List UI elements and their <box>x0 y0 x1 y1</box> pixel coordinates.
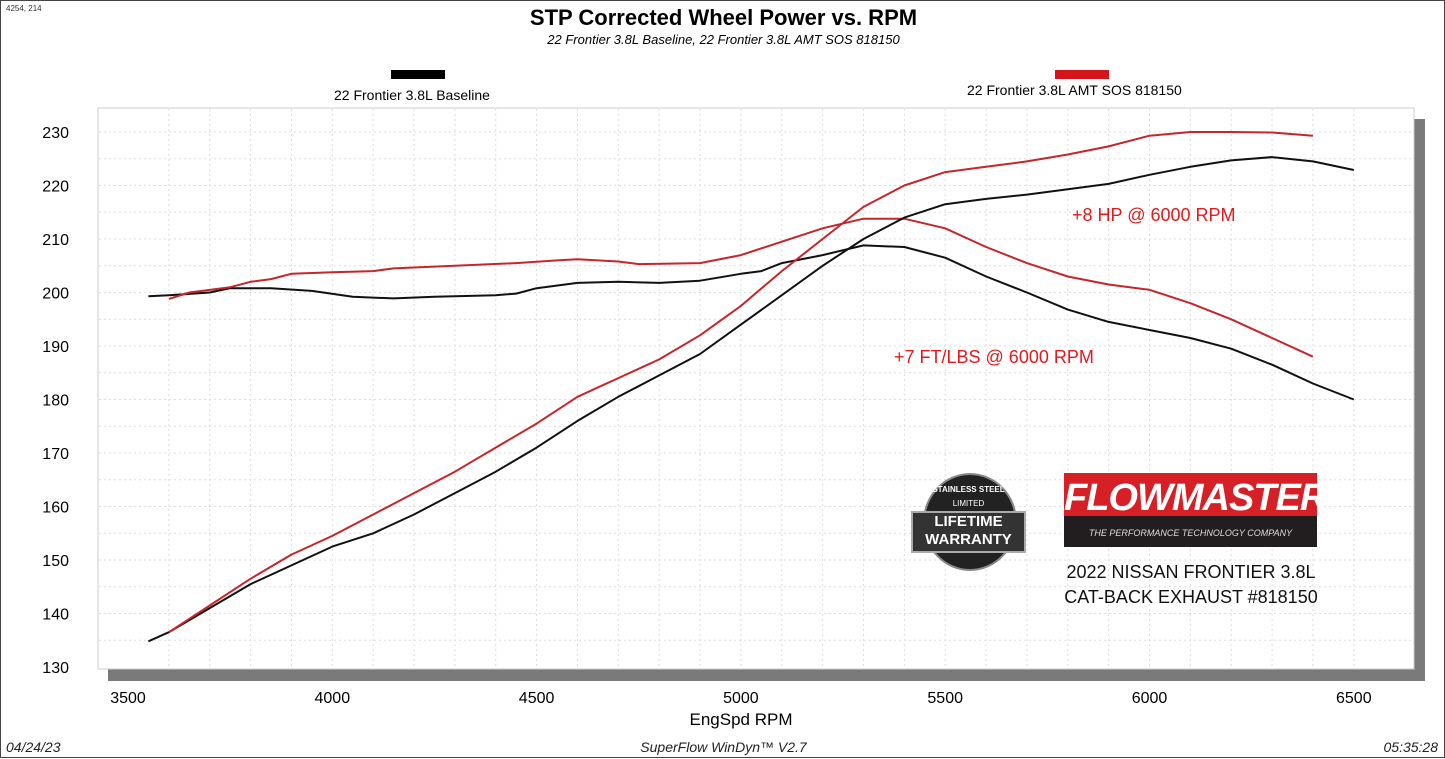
y-tick-label: 170 <box>42 446 69 463</box>
flowmaster-logo: FLOWMASTER THE PERFORMANCE TECHNOLOGY CO… <box>1064 473 1327 547</box>
caption-vehicle: 2022 NISSAN FRONTIER 3.8L <box>1066 562 1316 582</box>
x-tick-label: 4000 <box>315 690 351 707</box>
x-tick-label: 5000 <box>723 690 759 707</box>
y-tick-label: 130 <box>42 660 69 677</box>
y-tick-label: 190 <box>42 339 69 356</box>
plot-shadow-bottom <box>108 669 1425 681</box>
y-tick-label: 200 <box>42 286 69 303</box>
footer-software: SuperFlow WinDyn™ V2.7 <box>640 739 807 755</box>
y-tick-label: 140 <box>42 607 69 624</box>
footer-date: 04/24/23 <box>6 739 61 755</box>
y-tick-label: 150 <box>42 553 69 570</box>
y-tick-label: 180 <box>42 393 69 410</box>
x-tick-label: 5500 <box>927 690 963 707</box>
legend-swatch-amt <box>1055 70 1109 79</box>
series-line-0 <box>148 244 1355 401</box>
x-tick-label: 6000 <box>1132 690 1168 707</box>
x-axis-label: EngSpd RPM <box>690 710 793 729</box>
x-tick-label: 6500 <box>1336 690 1372 707</box>
legend-label-baseline: 22 Frontier 3.8L Baseline <box>334 87 490 103</box>
logo-text: THE PERFORMANCE TECHNOLOGY COMPANY <box>1088 528 1293 538</box>
chart-title: STP Corrected Wheel Power vs. RPM <box>529 5 918 30</box>
logo-text: STAINLESS STEEL <box>932 485 1005 494</box>
annotation-hp: +8 HP @ 6000 RPM <box>1072 205 1236 225</box>
x-tick-label: 3500 <box>110 690 146 707</box>
legend-label-amt: 22 Frontier 3.8L AMT SOS 818150 <box>967 82 1182 98</box>
y-tick-label: 230 <box>42 125 69 142</box>
series-line-3 <box>168 131 1313 634</box>
y-tick-label: 160 <box>42 500 69 517</box>
series-line-2 <box>147 156 1355 643</box>
series-line-1 <box>168 217 1314 358</box>
plot-area <box>97 107 1415 670</box>
y-tick-label: 220 <box>42 179 69 196</box>
logo-text: WARRANTY <box>925 531 1012 548</box>
chart-subtitle: 22 Frontier 3.8L Baseline, 22 Frontier 3… <box>547 32 900 47</box>
logo-text: LIMITED <box>952 499 985 508</box>
lifetime-warranty-logo: STAINLESS STEEL LIMITED LIFETIME WARRANTY <box>911 473 1026 571</box>
footer-time: 05:35:28 <box>1383 739 1439 755</box>
caption-part: CAT-BACK EXHAUST #818150 <box>1064 587 1318 607</box>
legend-swatch-baseline <box>391 70 445 79</box>
x-tick-label: 4500 <box>519 690 555 707</box>
y-tick-label: 210 <box>42 232 69 249</box>
annotation-torque: +7 FT/LBS @ 6000 RPM <box>894 347 1094 367</box>
logo-text: LIFETIME <box>934 513 1003 530</box>
logo-text: FLOWMASTER <box>1064 477 1327 519</box>
cursor-coordinate-readout: 4254, 214 <box>6 4 42 13</box>
plot-shadow-right <box>1414 119 1425 681</box>
